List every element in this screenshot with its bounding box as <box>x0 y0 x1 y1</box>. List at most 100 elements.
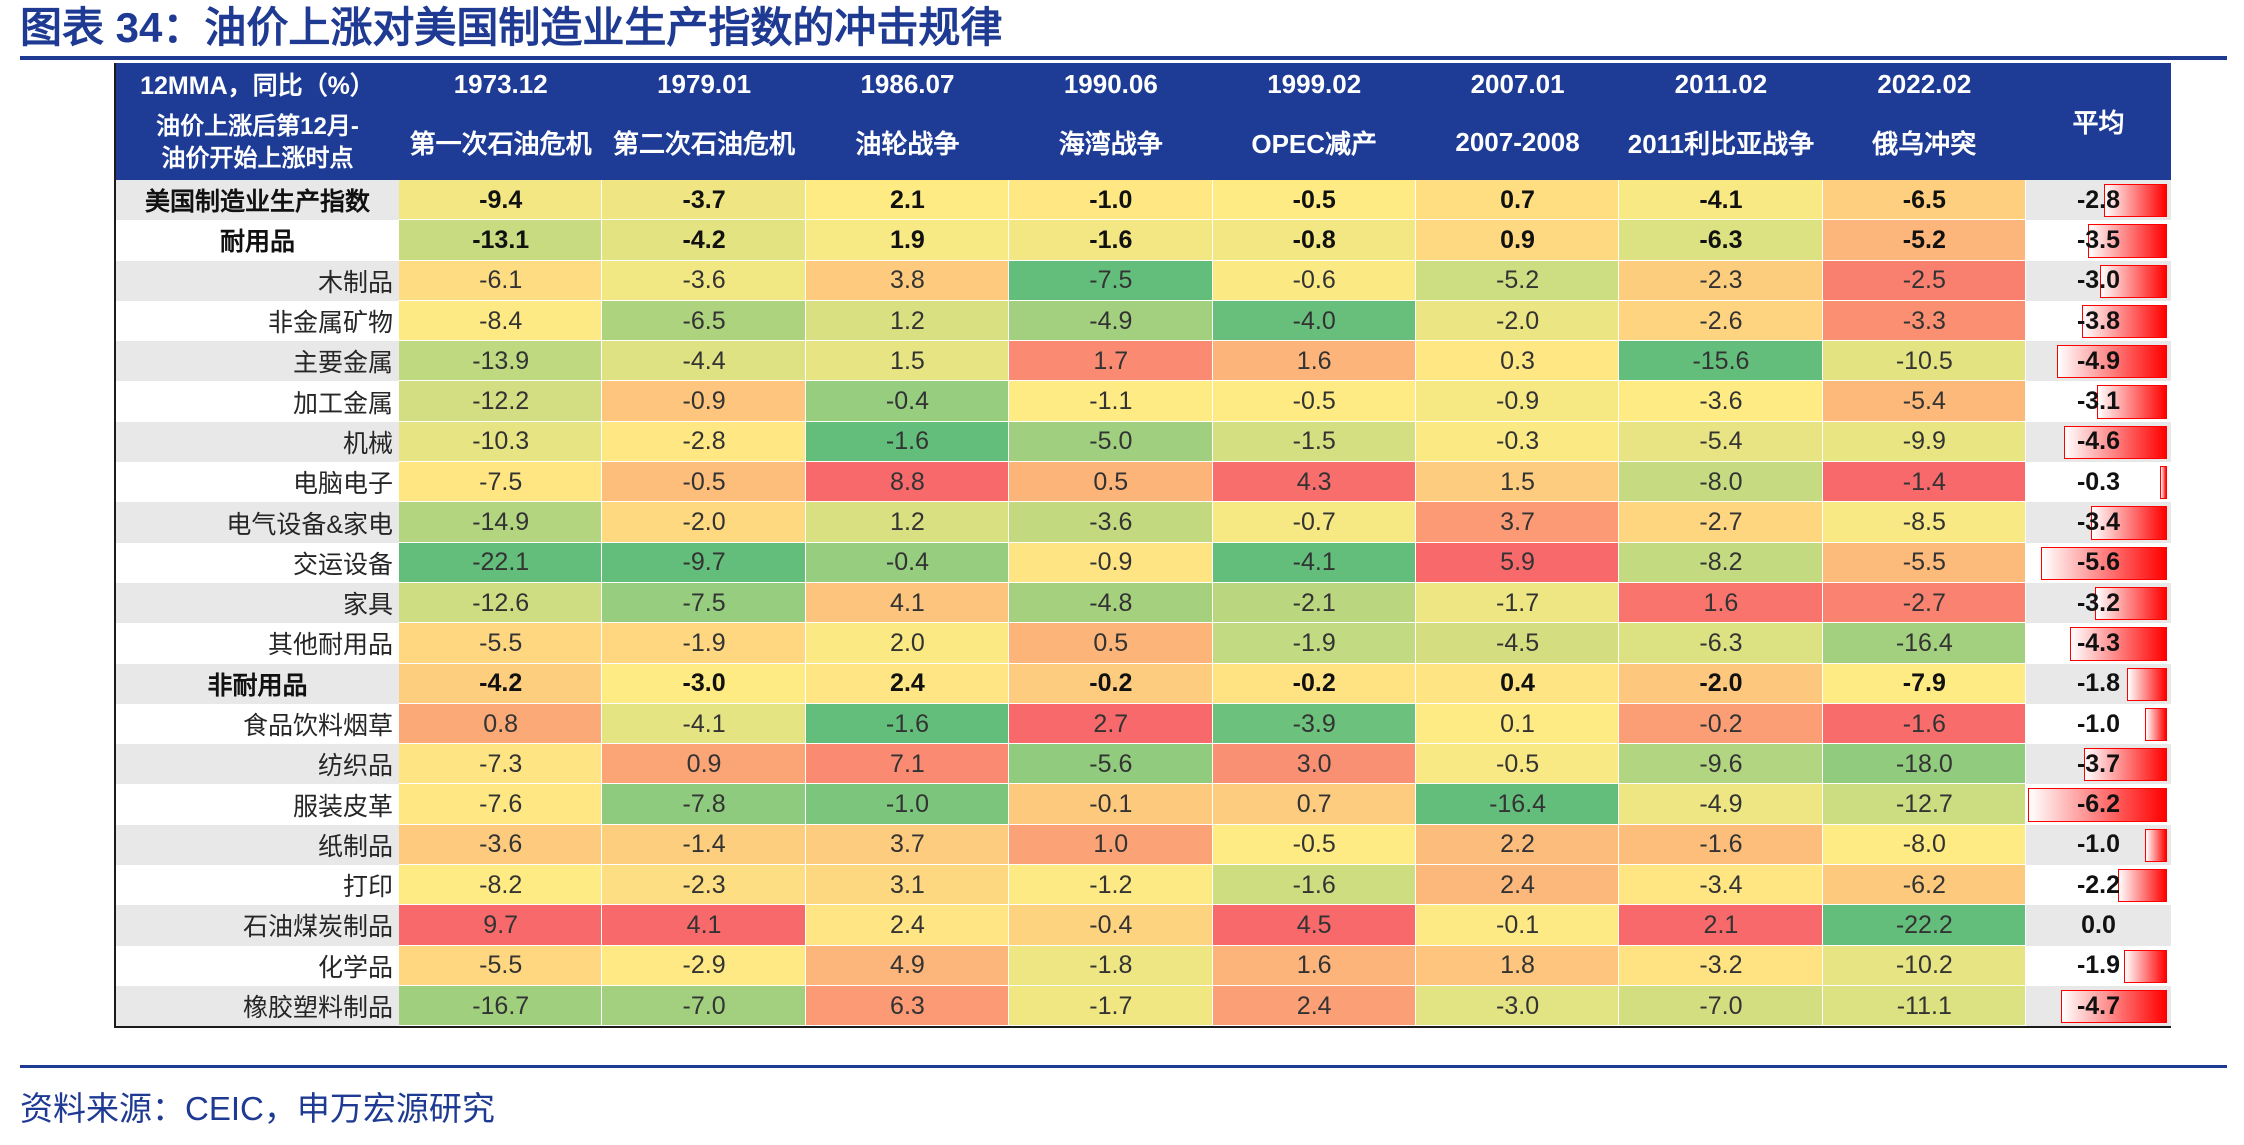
average-bar <box>2099 264 2167 298</box>
heatmap-cell: -6.2 <box>1822 865 2026 906</box>
heatmap-cell: -4.2 <box>602 220 806 261</box>
heatmap-cell: -3.6 <box>1009 502 1213 543</box>
heatmap-cell: 1.7 <box>1009 341 1213 382</box>
average-value: -3.0 <box>2076 266 2121 295</box>
heatmap-cell: -0.1 <box>1009 784 1213 825</box>
heatmap-cell: -8.5 <box>1822 502 2026 543</box>
average-cell: -0.3 <box>2026 462 2171 502</box>
column-date: 2011.02 <box>1619 63 1823 105</box>
heatmap-cell: 4.9 <box>805 945 1010 986</box>
heatmap-cell: -3.0 <box>1415 985 1620 1027</box>
row-label: 打印 <box>342 873 393 902</box>
heatmap-cell: -9.9 <box>1822 421 2026 463</box>
heatmap-cell: -0.5 <box>1212 180 1416 221</box>
heatmap-cell: -10.5 <box>1822 341 2026 382</box>
heatmap-cell: -7.8 <box>602 784 806 825</box>
heatmap-cell: -0.9 <box>1415 381 1620 422</box>
row-label: 服装皮革 <box>292 792 393 821</box>
row-label: 美国制造业生产指数 <box>116 180 399 221</box>
heatmap-cell: -12.2 <box>399 381 603 422</box>
average-value: -2.8 <box>2076 185 2121 214</box>
average-bar <box>2027 788 2167 822</box>
heatmap-cell: -11.1 <box>1822 985 2026 1027</box>
average-value: -4.3 <box>2076 628 2121 657</box>
row-label: 石油煤炭制品 <box>116 905 399 946</box>
heatmap-cell: 0.9 <box>602 744 806 785</box>
average-value: -3.1 <box>2076 387 2121 416</box>
average-cell: -4.7 <box>2026 985 2171 1027</box>
heatmap-cell: -7.5 <box>399 462 603 503</box>
heatmap-cell: 8.8 <box>805 462 1010 503</box>
heatmap-cell: -3.3 <box>1822 300 2026 342</box>
heatmap-cell: -1.0 <box>805 784 1010 825</box>
column-event: 海湾战争 <box>1009 105 1213 180</box>
column-event: 第一次石油危机 <box>399 105 603 180</box>
heatmap-cell: 3.1 <box>805 865 1010 906</box>
heatmap-cell: -3.9 <box>1212 703 1416 745</box>
heatmap-cell: -1.6 <box>1009 220 1213 261</box>
heatmap-cell: -0.4 <box>805 542 1010 583</box>
column-event: 俄乌冲突 <box>1822 105 2026 180</box>
average-value: 0.0 <box>2081 910 2116 939</box>
average-value: -4.6 <box>2076 427 2121 456</box>
heatmap-cell: -7.0 <box>602 985 806 1027</box>
heatmap-cell: -14.9 <box>399 502 603 543</box>
average-cell: -3.5 <box>2026 220 2171 260</box>
heatmap-cell: -6.3 <box>1619 623 1823 664</box>
average-value: -1.0 <box>2076 709 2121 738</box>
average-bar <box>2104 184 2167 218</box>
row-label: 加工金属 <box>292 389 393 418</box>
heatmap-cell: -4.0 <box>1212 300 1416 342</box>
heatmap-cell: -8.2 <box>399 865 603 906</box>
column-event: 2007-2008 <box>1415 105 1620 180</box>
heatmap-cell: -1.6 <box>1619 824 1823 866</box>
average-bar <box>2083 748 2167 782</box>
heatmap-cell: 2.4 <box>1415 865 1620 906</box>
heatmap-cell: 0.1 <box>1415 703 1620 745</box>
heatmap-cell: -5.2 <box>1415 260 1620 301</box>
heatmap-cell: 3.7 <box>805 824 1010 866</box>
heatmap-cell: -0.6 <box>1212 260 1416 301</box>
heatmap-cell: -6.3 <box>1619 220 1823 261</box>
heatmap-cell: -3.6 <box>602 260 806 301</box>
heatmap-cell: 6.3 <box>805 985 1010 1027</box>
average-cell: -1.0 <box>2026 824 2171 866</box>
row-label: 电气设备&家电 <box>116 502 399 543</box>
average-bar <box>2144 707 2167 742</box>
average-value: -1.0 <box>2076 830 2121 859</box>
heatmap-cell: -5.6 <box>1009 744 1213 785</box>
row-label: 机械 <box>116 421 399 463</box>
average-cell: -3.1 <box>2026 381 2171 421</box>
heatmap-cell: -4.4 <box>602 341 806 382</box>
header-average-label: 平均 <box>2026 63 2171 180</box>
average-bar <box>2081 304 2167 339</box>
average-bar <box>2124 949 2167 983</box>
heatmap-cell: -5.2 <box>1822 220 2026 261</box>
heatmap-cell: 2.4 <box>1212 985 1416 1027</box>
heatmap-cell: 9.7 <box>399 905 603 946</box>
average-bar <box>2160 466 2167 500</box>
average-bar <box>2041 546 2167 580</box>
column-date: 1973.12 <box>399 63 603 105</box>
heatmap-cell: -9.6 <box>1619 744 1823 785</box>
row-label: 纺织品 <box>116 744 399 785</box>
average-value: -1.9 <box>2076 951 2121 980</box>
heatmap-cell: -0.1 <box>1415 905 1620 946</box>
average-cell: -2.8 <box>2026 180 2171 221</box>
heatmap-cell: 1.6 <box>1212 945 1416 986</box>
average-bar <box>2097 385 2167 419</box>
heatmap-cell: 1.2 <box>805 502 1010 543</box>
average-value: -4.9 <box>2076 346 2121 375</box>
heatmap-cell: -10.2 <box>1822 945 2026 986</box>
heatmap-cell: -1.6 <box>805 421 1010 463</box>
heatmap-cell: -3.4 <box>1619 865 1823 906</box>
average-value: -6.2 <box>2076 790 2121 819</box>
average-value: -4.7 <box>2076 991 2121 1020</box>
heatmap-table: 12MMA，同比（%） 油价上涨后第12月- 油价开始上涨时点 1973.12 第一次石… <box>114 63 2171 1029</box>
header-unit-label: 12MMA，同比（%） <box>116 63 399 105</box>
average-bar <box>2063 425 2167 460</box>
heatmap-cell: -7.6 <box>399 784 603 825</box>
column-date: 1990.06 <box>1009 63 1213 105</box>
heatmap-cell: 2.4 <box>805 663 1010 704</box>
average-bar <box>2061 989 2167 1024</box>
